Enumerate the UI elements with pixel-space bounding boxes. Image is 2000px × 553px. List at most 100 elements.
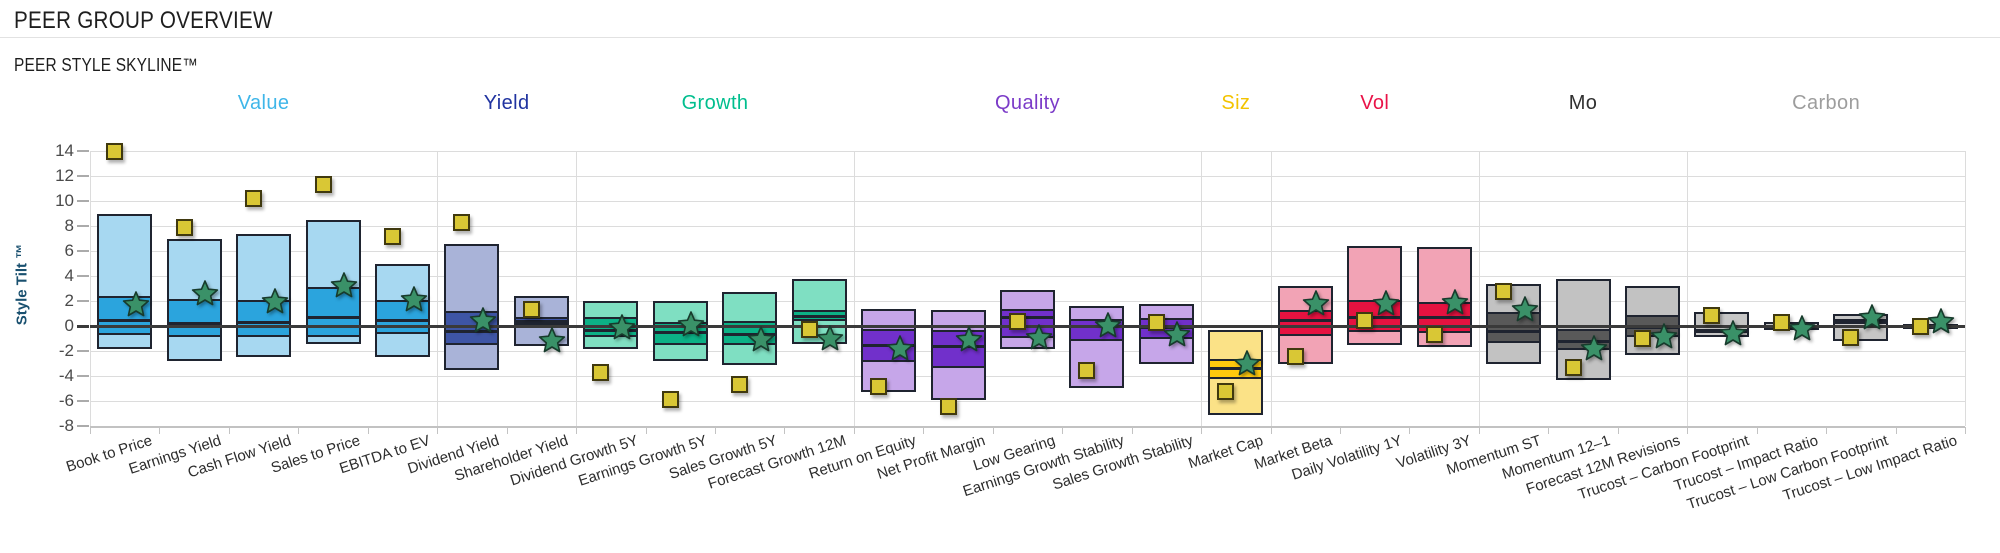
square-marker[interactable] [731, 376, 749, 394]
gridline-h [90, 200, 1965, 202]
factor-median-line [1486, 329, 1542, 333]
star-marker[interactable] [190, 279, 220, 309]
factor-median-line [375, 318, 430, 322]
star-marker[interactable] [1926, 307, 1956, 337]
star-marker[interactable] [1510, 295, 1540, 325]
x-tick [923, 427, 925, 434]
x-tick [367, 427, 369, 434]
star-marker[interactable] [1579, 334, 1609, 364]
star-marker[interactable] [468, 306, 498, 336]
square-marker[interactable] [1009, 312, 1026, 330]
star-marker[interactable] [815, 324, 845, 354]
square-marker[interactable] [1147, 314, 1165, 332]
y-tick-dash [77, 400, 89, 402]
star-marker[interactable] [1024, 323, 1054, 353]
x-tick [1340, 427, 1341, 434]
factor-range-box[interactable] [236, 233, 292, 358]
square-marker[interactable] [314, 176, 332, 194]
square-marker[interactable] [1286, 347, 1304, 365]
star-marker[interactable] [1232, 349, 1262, 379]
y-tick-label: 2 [64, 291, 74, 310]
square-marker[interactable] [1911, 317, 1929, 335]
square-marker[interactable] [939, 397, 957, 415]
factor-median-line [513, 319, 569, 323]
group-separator [1965, 151, 1966, 426]
star-marker[interactable] [1093, 311, 1123, 341]
square-marker[interactable] [1078, 361, 1096, 379]
group-header-mo: Mo [1568, 92, 1598, 114]
group-header-growth: Growth [681, 92, 749, 114]
square-marker[interactable] [1634, 330, 1651, 347]
x-tick [715, 427, 716, 434]
square-marker[interactable] [384, 227, 401, 245]
group-separator [576, 151, 578, 426]
y-tick-label: 8 [64, 216, 74, 235]
factor-median-line [97, 318, 153, 322]
y-tick-dash [77, 225, 89, 227]
square-marker[interactable] [661, 391, 679, 409]
y-tick-dash [77, 375, 89, 377]
factor-median-line [1416, 315, 1472, 319]
square-marker[interactable] [1772, 314, 1790, 332]
square-marker[interactable] [453, 213, 471, 231]
star-marker[interactable] [1371, 289, 1401, 319]
star-marker[interactable] [746, 325, 776, 355]
y-tick-dash [77, 200, 89, 202]
group-header-yield: Yield [483, 92, 530, 114]
star-marker[interactable] [607, 313, 637, 343]
x-tick [1756, 427, 1758, 434]
factor-median-line [1208, 367, 1264, 370]
y-tick-dash [77, 150, 89, 152]
star-marker[interactable] [1857, 303, 1887, 333]
x-tick [853, 427, 855, 434]
factor-median-line [722, 333, 778, 337]
square-marker[interactable] [1495, 283, 1513, 301]
star-marker[interactable] [1162, 320, 1192, 350]
square-marker[interactable] [1703, 306, 1721, 324]
square-marker[interactable] [522, 301, 540, 319]
y-tick-label: 10 [55, 191, 74, 210]
group-header-carbon: Carbon [1792, 92, 1861, 114]
square-marker[interactable] [1842, 329, 1860, 347]
y-tick-dash [77, 425, 89, 427]
factor-range-box[interactable] [444, 243, 500, 370]
factor-median-line [1555, 340, 1611, 344]
star-marker[interactable] [329, 271, 359, 301]
group-separator [1270, 151, 1272, 426]
group-separator [90, 151, 91, 426]
factor-median-line [166, 322, 222, 325]
star-marker[interactable] [1301, 289, 1331, 319]
x-tick [1201, 427, 1203, 434]
square-marker[interactable] [1217, 382, 1235, 400]
gridline-h [90, 400, 1965, 402]
star-marker[interactable] [885, 334, 915, 364]
square-marker[interactable] [245, 190, 263, 207]
square-marker[interactable] [1564, 359, 1582, 377]
factor-core-box[interactable] [236, 299, 292, 337]
square-marker[interactable] [1356, 311, 1374, 329]
factor-core-box[interactable] [166, 298, 222, 337]
star-marker[interactable] [954, 325, 984, 355]
x-tick [90, 427, 91, 434]
square-marker[interactable] [800, 321, 818, 339]
x-tick [645, 427, 647, 434]
star-marker[interactable] [1649, 322, 1679, 352]
star-marker[interactable] [537, 326, 567, 356]
star-marker[interactable] [1718, 319, 1748, 349]
y-tick-label: -4 [58, 366, 74, 385]
group-separator [437, 151, 439, 426]
square-marker[interactable] [870, 378, 888, 396]
star-marker[interactable] [399, 285, 429, 315]
star-marker[interactable] [121, 290, 151, 320]
star-marker[interactable] [676, 310, 706, 340]
square-marker[interactable] [592, 363, 610, 381]
square-marker[interactable] [175, 218, 193, 236]
star-marker[interactable] [1787, 314, 1817, 344]
y-tick-label: 0 [64, 316, 74, 335]
star-marker[interactable] [1440, 288, 1470, 318]
x-tick [1826, 427, 1828, 434]
x-tick [506, 427, 508, 434]
square-marker[interactable] [1425, 325, 1443, 343]
star-marker[interactable] [260, 287, 290, 317]
square-marker[interactable] [106, 142, 124, 160]
